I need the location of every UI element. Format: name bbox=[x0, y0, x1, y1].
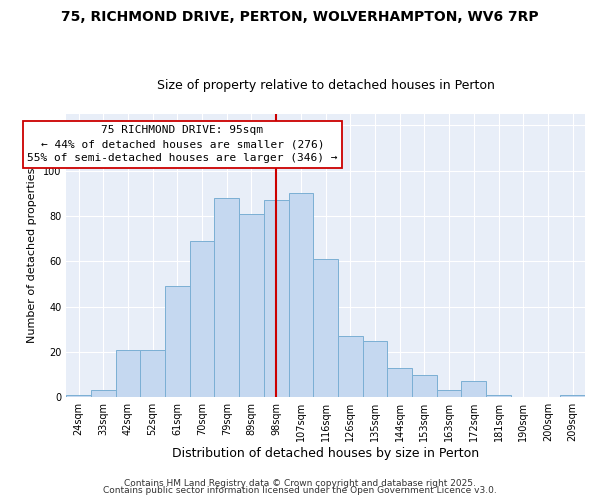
Y-axis label: Number of detached properties: Number of detached properties bbox=[27, 168, 37, 344]
Bar bbox=[461, 382, 486, 397]
Text: 75 RICHMOND DRIVE: 95sqm
← 44% of detached houses are smaller (276)
55% of semi-: 75 RICHMOND DRIVE: 95sqm ← 44% of detach… bbox=[27, 126, 338, 164]
Text: Contains HM Land Registry data © Crown copyright and database right 2025.: Contains HM Land Registry data © Crown c… bbox=[124, 478, 476, 488]
Bar bbox=[190, 241, 214, 397]
Bar bbox=[165, 286, 190, 397]
Text: 75, RICHMOND DRIVE, PERTON, WOLVERHAMPTON, WV6 7RP: 75, RICHMOND DRIVE, PERTON, WOLVERHAMPTO… bbox=[61, 10, 539, 24]
Bar bbox=[239, 214, 264, 397]
Bar bbox=[362, 340, 388, 397]
Bar bbox=[313, 259, 338, 397]
Bar bbox=[437, 390, 461, 397]
Bar bbox=[486, 395, 511, 397]
Bar bbox=[338, 336, 362, 397]
Bar bbox=[91, 390, 116, 397]
Bar bbox=[116, 350, 140, 397]
Bar bbox=[412, 374, 437, 397]
Bar bbox=[214, 198, 239, 397]
Bar bbox=[289, 194, 313, 397]
Bar bbox=[66, 395, 91, 397]
Bar bbox=[264, 200, 289, 397]
Title: Size of property relative to detached houses in Perton: Size of property relative to detached ho… bbox=[157, 79, 494, 92]
Bar bbox=[388, 368, 412, 397]
X-axis label: Distribution of detached houses by size in Perton: Distribution of detached houses by size … bbox=[172, 447, 479, 460]
Bar bbox=[140, 350, 165, 397]
Text: Contains public sector information licensed under the Open Government Licence v3: Contains public sector information licen… bbox=[103, 486, 497, 495]
Bar bbox=[560, 395, 585, 397]
